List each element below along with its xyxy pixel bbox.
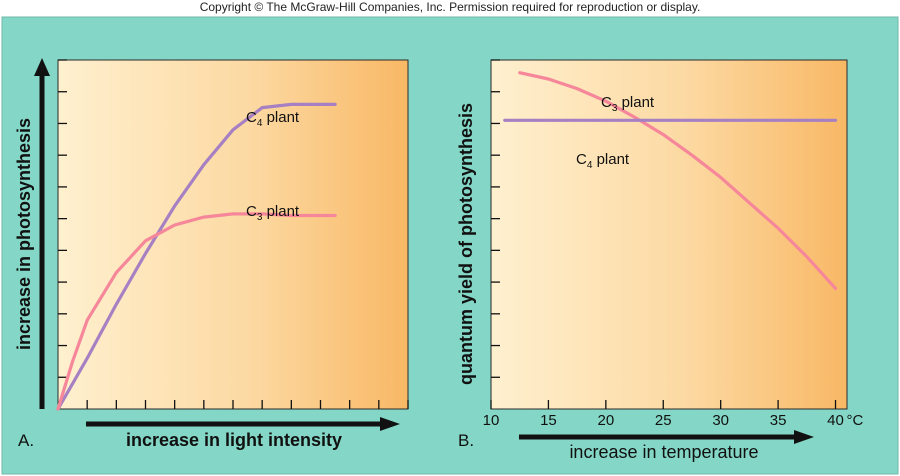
panel-b-plot-area xyxy=(490,59,848,410)
panel-b-x-unit: °C xyxy=(847,412,864,429)
panel-a-series-c4-plant xyxy=(56,102,337,411)
panel-b-c3-label: C3 plant xyxy=(601,94,655,114)
panel-b-x-tick-label: 20 xyxy=(597,412,614,429)
panel-b-letter: B. xyxy=(458,431,474,450)
panel-b-x-tick-label: 40 xyxy=(827,412,844,429)
panel-a-letter: A. xyxy=(18,431,34,450)
panel-a-plot-area xyxy=(57,59,409,410)
panel-b-x-tick-label: 15 xyxy=(540,412,557,429)
copyright-notice: Copyright © The McGraw-Hill Companies, I… xyxy=(200,0,701,14)
panel-a-series xyxy=(56,102,337,411)
panel-b-x-axis-title: increase in temperature xyxy=(569,442,758,462)
panel-b-x-tick-label: 30 xyxy=(712,412,729,429)
panel-a-x-axis-arrowhead xyxy=(380,417,400,431)
panel-a-x-axis-title: increase in light intensity xyxy=(126,430,342,450)
panel-b-series-c3-plant xyxy=(518,71,838,290)
panel-b-series xyxy=(503,71,838,290)
panel-b-x-axis-arrowhead xyxy=(794,430,814,444)
panel-b: 10 15 20 25 30 35 40 °C C3 plant C4 plant incre… xyxy=(456,59,864,462)
panel-b-x-tick-label: 25 xyxy=(655,412,672,429)
panel-a-series-c3-plant xyxy=(56,212,337,411)
panel-b-y-axis-title: quantum yield of photosynthesis xyxy=(456,103,476,385)
panel-a-c3-label: C3 plant xyxy=(246,203,300,223)
panel-b-x-tick-label: 35 xyxy=(770,412,787,429)
panel-a-axes xyxy=(34,58,409,431)
panel-b-c4-label: C4 plant xyxy=(576,151,630,171)
panel-b-x-tick-label: 10 xyxy=(483,412,500,429)
panel-a-y-axis-title: increase in photosynthesis xyxy=(14,118,34,350)
panel-b-axes: 10 15 20 25 30 35 40 °C xyxy=(483,59,864,444)
panel-a-y-axis-arrowhead xyxy=(34,58,50,76)
panel-a: C4 plant C3 plant increase in light inte… xyxy=(14,58,409,450)
panel-a-c4-label: C4 plant xyxy=(246,109,300,129)
